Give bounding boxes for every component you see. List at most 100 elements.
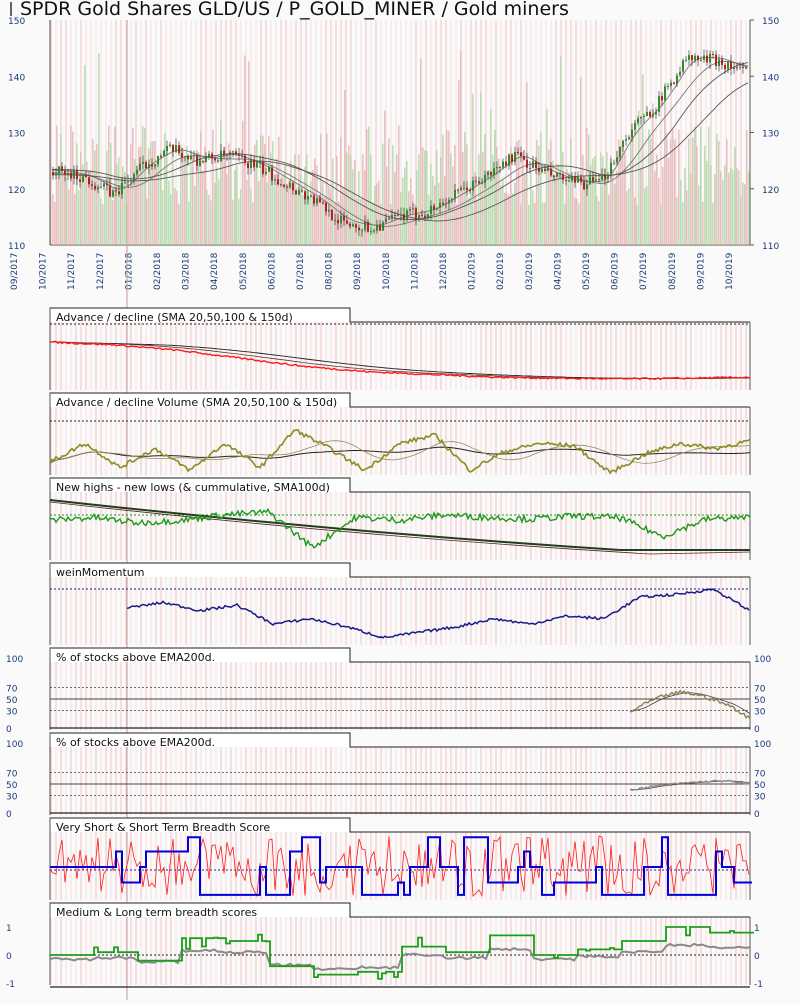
candle xyxy=(187,155,189,160)
candle xyxy=(466,187,468,191)
volume-bar xyxy=(378,180,380,245)
candle xyxy=(91,184,93,186)
volume-bar xyxy=(500,185,502,245)
candle xyxy=(463,187,465,189)
volume-bar xyxy=(402,177,404,245)
volume-bar xyxy=(118,156,120,245)
volume-bar xyxy=(712,202,714,245)
nhnl-cumulative xyxy=(49,499,750,551)
volume-bar xyxy=(722,179,724,245)
volume-bar xyxy=(530,174,532,245)
candle xyxy=(694,55,696,61)
candle xyxy=(229,152,231,154)
volume-bar xyxy=(680,179,682,245)
volume-bar xyxy=(594,156,596,245)
volume-bar xyxy=(260,135,262,245)
price-xtick: 05/2019 xyxy=(582,252,592,290)
pct-ytick-left: 0 xyxy=(6,725,12,735)
volume-bar xyxy=(206,189,208,245)
candle xyxy=(409,209,411,211)
volume-bar xyxy=(546,108,548,245)
volume-bar xyxy=(740,196,742,245)
volume-bar xyxy=(228,143,230,245)
volume-bar xyxy=(636,204,638,245)
breadth-vshort-line xyxy=(50,836,752,896)
candle xyxy=(628,137,630,140)
volume-bar xyxy=(550,139,552,245)
volume-bar xyxy=(672,129,674,245)
volume-bar xyxy=(442,134,444,245)
price-xtick: 03/2018 xyxy=(182,252,192,290)
volume-bar xyxy=(510,147,512,245)
candle xyxy=(655,111,657,115)
volume-bar xyxy=(146,198,148,245)
volume-bar xyxy=(622,144,624,245)
volume-bar xyxy=(204,146,206,245)
volume-bar xyxy=(324,196,326,245)
candle xyxy=(103,183,105,187)
volume-bar xyxy=(484,134,486,245)
volume-bar xyxy=(592,158,594,245)
candle xyxy=(625,139,627,141)
price-xtick: 10/2019 xyxy=(725,252,735,290)
volume-bar xyxy=(394,172,396,245)
volume-bar xyxy=(140,146,142,245)
candle xyxy=(292,183,294,191)
candle xyxy=(460,187,462,190)
panel-title-pct1: % of stocks above EMA200d. xyxy=(56,651,215,664)
volume-bar xyxy=(682,202,684,245)
volume-bar xyxy=(124,171,126,245)
candle xyxy=(175,145,177,152)
volume-bars xyxy=(52,50,750,246)
volume-bar xyxy=(554,176,556,245)
candle xyxy=(643,115,645,117)
candle xyxy=(127,180,129,183)
volume-bar xyxy=(114,127,116,245)
volume-bar xyxy=(696,146,698,245)
candle xyxy=(622,140,624,148)
candle xyxy=(58,166,60,174)
pct-ytick-right: 100 xyxy=(754,655,771,665)
volume-bar xyxy=(534,203,536,245)
volume-bar xyxy=(120,183,122,245)
candle xyxy=(607,174,609,179)
candle xyxy=(679,71,681,76)
volume-bar xyxy=(390,204,392,245)
candle xyxy=(286,186,288,188)
volume-bar xyxy=(714,174,716,245)
candle xyxy=(163,150,165,157)
candle xyxy=(535,161,537,169)
candle xyxy=(352,224,354,227)
price-xtick: 07/2019 xyxy=(639,252,649,290)
price-xtick: 12/2017 xyxy=(96,253,106,290)
score-ytick-right: 0 xyxy=(754,952,760,962)
volume-bar xyxy=(502,178,504,245)
volume-bar xyxy=(200,131,202,245)
volume-bar xyxy=(368,126,370,245)
volume-bar xyxy=(274,186,276,245)
candle xyxy=(484,174,486,183)
volume-bar xyxy=(458,80,460,246)
candle xyxy=(532,161,534,168)
candle xyxy=(109,185,111,197)
candle xyxy=(226,153,228,155)
candle xyxy=(388,218,390,220)
candle xyxy=(472,180,474,191)
candle xyxy=(469,190,471,192)
volume-bar xyxy=(130,143,132,245)
volume-bar xyxy=(330,190,332,245)
pct-ytick-left: 70 xyxy=(6,684,18,694)
candle xyxy=(442,202,444,205)
candle xyxy=(595,179,597,182)
candle xyxy=(79,179,81,182)
candle xyxy=(322,202,324,204)
candle xyxy=(400,214,402,216)
volume-bar xyxy=(704,145,706,245)
volume-bar xyxy=(588,134,590,245)
volume-bar xyxy=(620,145,622,245)
candle xyxy=(418,214,420,219)
candle xyxy=(439,202,441,208)
candle xyxy=(490,172,492,176)
volume-bar xyxy=(536,140,538,245)
volume-bar xyxy=(650,138,652,245)
